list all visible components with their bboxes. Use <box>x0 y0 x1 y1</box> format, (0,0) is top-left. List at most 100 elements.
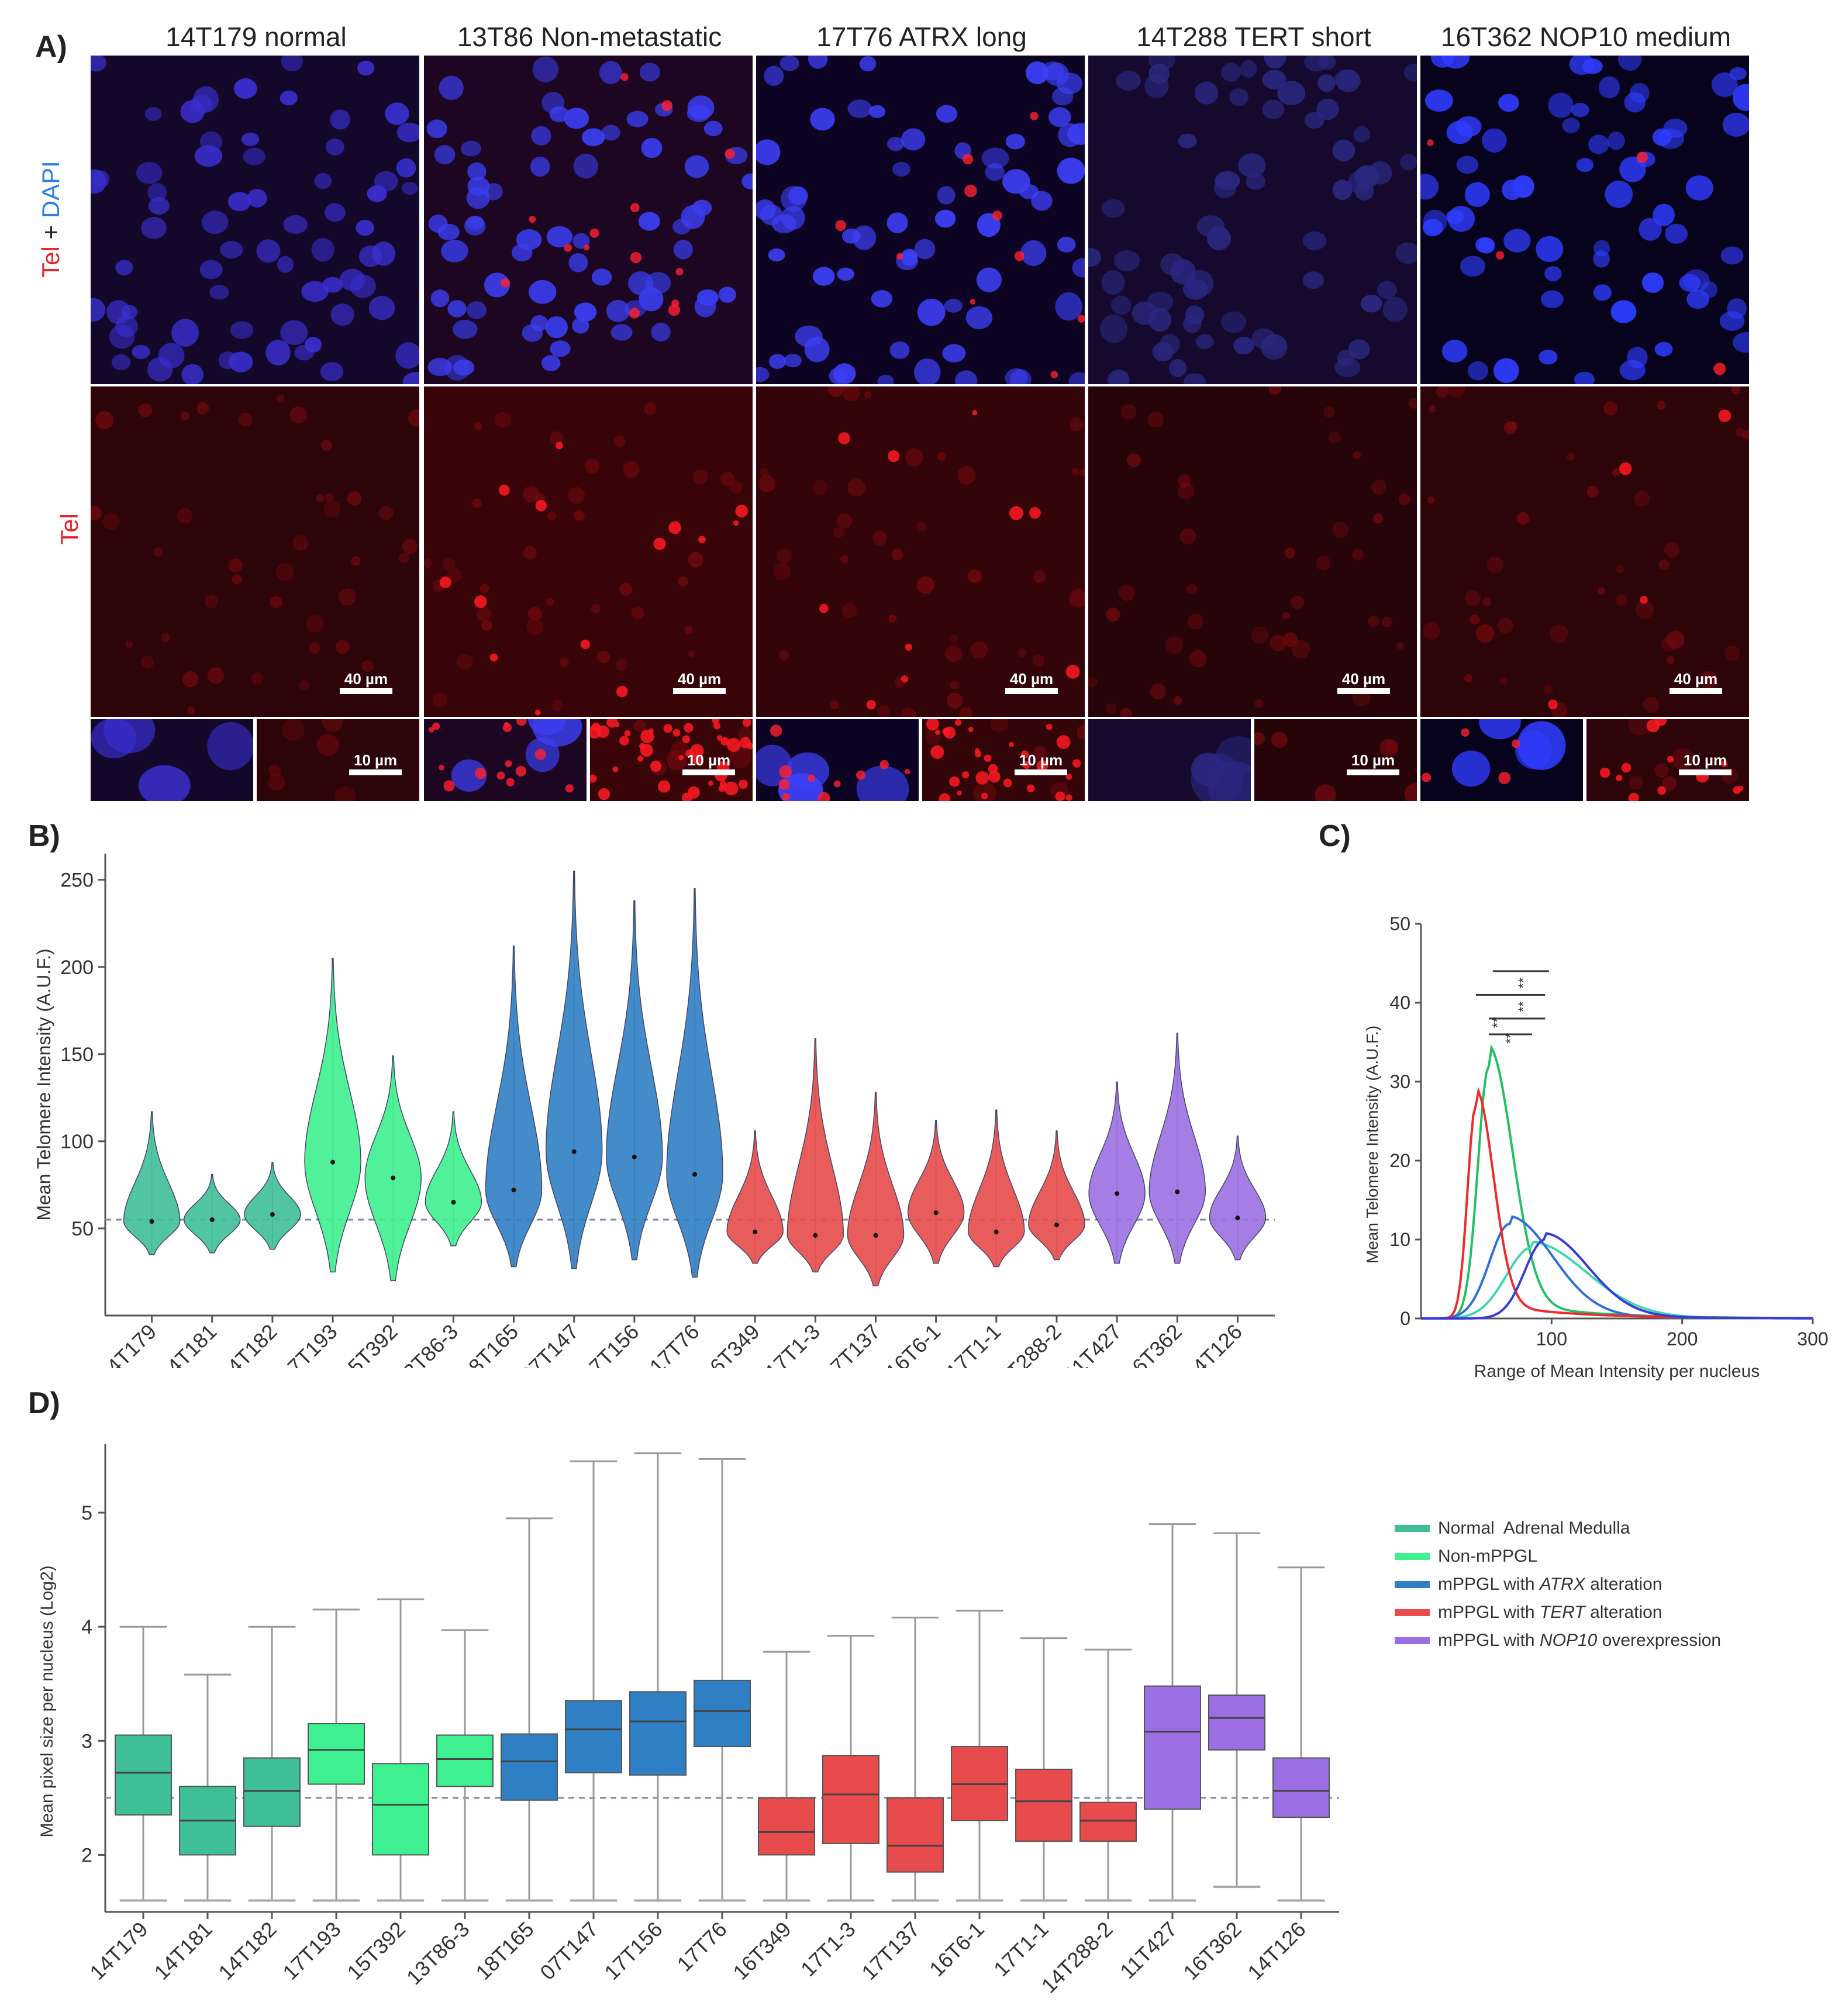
micrograph-tel-dapi-3 <box>756 56 1085 384</box>
violin-17T193 <box>304 958 361 1273</box>
scale-bar: 10 µm <box>677 751 741 775</box>
scale-bar: 10 µm <box>1673 751 1737 775</box>
legend-gene: NOP10 <box>1539 1631 1598 1650</box>
d-x-tick-label-17T137: 17T137 <box>857 1917 924 1984</box>
d-box-16T362 <box>1208 1694 1265 1751</box>
d-x-tick-label-17T193: 17T193 <box>278 1917 345 1984</box>
d-box-14T182 <box>243 1757 301 1827</box>
d-x-tick-label-18T165: 18T165 <box>471 1917 538 1984</box>
violin-17T156 <box>606 900 663 1261</box>
violin-median-14T288-2 <box>1054 1222 1059 1227</box>
legend-item-4: mPPGL with TERT alteration <box>1395 1599 1827 1627</box>
violin-17T137 <box>847 1092 905 1287</box>
d-box-13T86-3 <box>436 1734 494 1787</box>
legend-swatch <box>1395 1637 1430 1644</box>
scale-bar-label: 40 µm <box>1341 670 1386 688</box>
legend-label: mPPGL with <box>1438 1575 1540 1594</box>
micrograph-zoom-tel-5: 10 µm <box>1586 719 1749 801</box>
micrograph-zoom-tel-2: 10 µm <box>590 719 753 801</box>
scale-bar-label: 40 µm <box>344 670 388 688</box>
violin-median-11T427 <box>1115 1191 1120 1196</box>
b-x-tick-label-14T179: 14T179 <box>94 1320 161 1368</box>
d-x-tick-label-11T427: 11T427 <box>1115 1917 1181 1983</box>
panel-a-letter: A) <box>35 30 67 64</box>
micrograph-zoom-merge-2 <box>424 719 587 801</box>
b-y-axis-label: Mean Telomere Intensity (A.U.F.) <box>33 948 54 1220</box>
micrograph-grid: 40 µm 10 µm 40 µm 10 µm 40 µm 10 µm 40 µm 10 µm… <box>91 56 1751 801</box>
b-x-tick-label-17T193: 17T193 <box>274 1320 342 1368</box>
micrograph-zoom-tel-1: 10 µm <box>257 719 419 801</box>
micrograph-tel-dapi-5 <box>1420 56 1749 384</box>
micrograph-tel-dapi-4 <box>1088 56 1417 384</box>
b-x-tick-label-16T349: 16T349 <box>696 1320 764 1368</box>
violin-median-17T193 <box>330 1159 336 1165</box>
panel-d-box-chart: 2 3 4 5 Mean pixel size per nucleus (Log2) 14… <box>37 1444 1339 1998</box>
violin-median-18T165 <box>511 1187 516 1193</box>
panel-c-distribution-chart: 0 10 20 30 40 50 100 200 300 Range of Mean Intens… <box>1363 913 1829 1381</box>
scale-bar-line <box>340 688 392 694</box>
column-title-4: 14T288 TERT short <box>1136 22 1371 52</box>
b-x-tick-label-17T1-1: 17T1-1 <box>941 1320 1006 1368</box>
micrograph-zoom-merge-5 <box>1420 719 1583 801</box>
d-box-17T1-1 <box>1015 1769 1072 1842</box>
b-x-tick-label-15T392: 15T392 <box>335 1320 402 1368</box>
scale-bar: 40 µm <box>334 670 398 694</box>
d-x-tick-label-17T76: 17T76 <box>672 1917 731 1976</box>
d-x-tick-label-14T126: 14T126 <box>1243 1917 1310 1984</box>
legend-label: mPPGL with <box>1438 1603 1540 1622</box>
c-curve-group-0 <box>1421 1044 1813 1320</box>
d-box-14T126 <box>1272 1757 1330 1818</box>
c-x-tick-label: 300 <box>1797 1328 1828 1349</box>
b-x-tick-label-17T76: 17T76 <box>644 1320 703 1368</box>
c-y-tick-label: 10 <box>1389 1229 1410 1250</box>
d-box-14T179 <box>115 1734 172 1816</box>
violin-17T76 <box>666 888 723 1278</box>
c-significance-marker: ** <box>1516 1001 1532 1012</box>
b-y-tick-label: 50 <box>71 1218 94 1240</box>
scale-bar-label: 40 µm <box>1009 670 1054 688</box>
scale-bar: 40 µm <box>1664 670 1728 694</box>
violin-median-15T392 <box>391 1175 396 1180</box>
violin-07T147 <box>545 871 603 1269</box>
violin-median-17T1-1 <box>994 1229 999 1234</box>
row-label-plus: + <box>37 218 64 247</box>
legend-item-1: Normal Adrenal Medulla <box>1395 1514 1827 1542</box>
c-significance-marker: ** <box>1503 1033 1519 1044</box>
scale-bar-label: 10 µm <box>353 751 398 769</box>
violin-14T181 <box>183 1173 241 1254</box>
violin-median-14T181 <box>209 1217 215 1223</box>
column-title-5: 16T362 NOP10 medium <box>1440 22 1731 52</box>
violin-17T1-3 <box>787 1038 844 1273</box>
legend-swatch <box>1395 1525 1430 1532</box>
panel-b-letter: B) <box>28 819 60 853</box>
violin-median-14T179 <box>149 1219 154 1224</box>
legend-label-suffix: overexpression <box>1597 1631 1722 1650</box>
micrograph-zoom-merge-1 <box>91 719 253 801</box>
column-title-2: 13T86 Non-metastatic <box>457 22 722 52</box>
b-x-tick-label-16T362: 16T362 <box>1119 1320 1186 1368</box>
violin-14T288-2 <box>1028 1130 1085 1261</box>
micrograph-tel-2: 40 µm <box>424 386 753 717</box>
c-significance-marker: ** <box>1489 1017 1505 1028</box>
micrograph-zoom-tel-4: 10 µm <box>1254 719 1417 801</box>
row-label-tel-dapi: Tel + DAPI <box>37 155 66 284</box>
violin-median-14T126 <box>1235 1216 1240 1221</box>
d-x-tick-label-14T288-2: 14T288-2 <box>1037 1917 1117 1998</box>
c-y-tick-label: 0 <box>1400 1308 1410 1329</box>
violin-median-14T182 <box>270 1212 275 1217</box>
violin-18T165 <box>485 945 543 1268</box>
d-x-tick-label-14T182: 14T182 <box>213 1917 281 1984</box>
c-curve-group-1 <box>1421 1240 1813 1320</box>
d-x-tick-label-14T181: 14T181 <box>149 1917 216 1984</box>
d-y-tick-label: 2 <box>81 1844 92 1866</box>
micrograph-zoom-tel-3: 10 µm <box>922 719 1085 801</box>
row-label-tel-only: Tel <box>56 513 83 545</box>
scale-bar-label: 40 µm <box>1674 670 1718 688</box>
micrograph-tel-4: 40 µm <box>1088 386 1417 717</box>
micrograph-tel-1: 40 µm <box>91 386 419 717</box>
panel-b-violin-chart: 50 100 150 200 250 Mean Telomere Intensity (A… <box>33 854 1275 1368</box>
legend-gene: TERT <box>1539 1603 1585 1622</box>
violin-14T179 <box>123 1111 181 1255</box>
micrograph-zoom-merge-4 <box>1088 719 1251 801</box>
b-x-tick-label-07T147: 07T147 <box>516 1320 583 1368</box>
